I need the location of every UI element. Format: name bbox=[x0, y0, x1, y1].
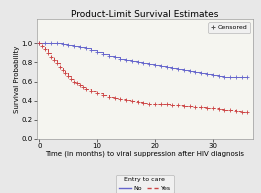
X-axis label: Time (in months) to viral suppression after HIV diagnosis: Time (in months) to viral suppression af… bbox=[45, 151, 244, 157]
Legend: No, Yes: No, Yes bbox=[116, 175, 174, 193]
Title: Product-Limit Survival Estimates: Product-Limit Survival Estimates bbox=[71, 9, 218, 19]
Y-axis label: Survival Probability: Survival Probability bbox=[14, 45, 20, 113]
